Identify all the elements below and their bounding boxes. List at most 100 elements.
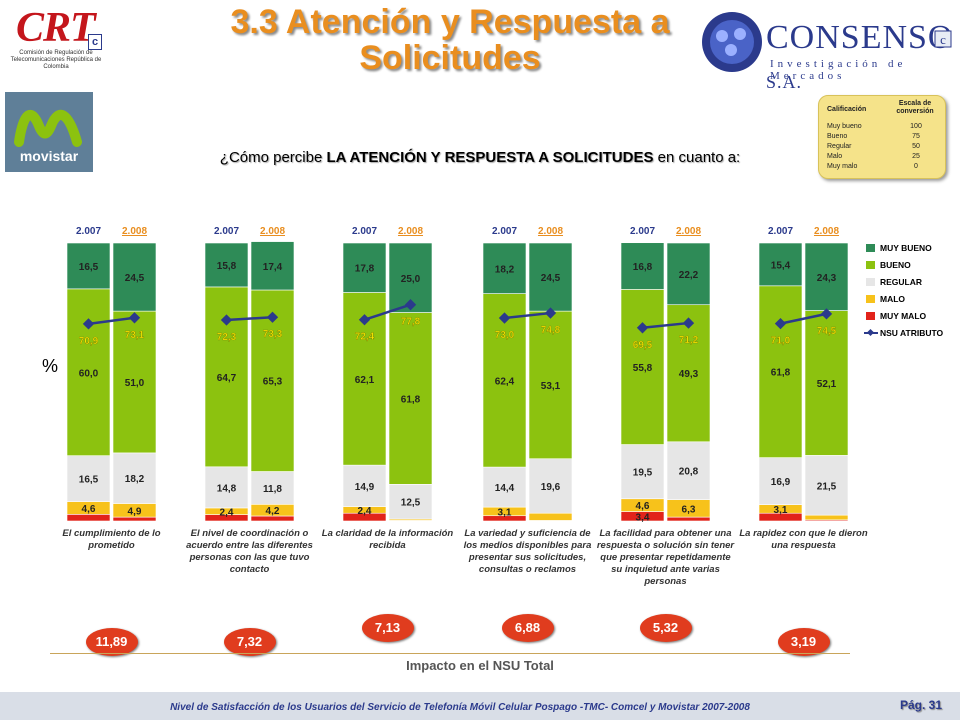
bar-segment-bueno <box>528 310 573 460</box>
data-label: 64,7 <box>217 373 237 384</box>
legend-swatch <box>866 278 875 286</box>
attribute-label: La rapidez con que le dieron una respues… <box>739 528 868 551</box>
nsu-line <box>780 312 827 325</box>
nsu-line <box>504 311 551 320</box>
bar-segment-muy-bueno <box>666 242 711 306</box>
crt-logo: CRT c Comisión de Regulación de Telecomu… <box>8 6 118 84</box>
scale-box: Calificación Escala de conversión Muy bu… <box>818 95 946 179</box>
bar-segment-muy-malo <box>666 516 711 522</box>
bar-segment-regular <box>112 452 157 504</box>
year-label: 2.007 <box>76 226 101 237</box>
attribute-label: La claridad de la información recibida <box>321 528 454 551</box>
nsu-marker <box>636 322 649 334</box>
data-label: 14,4 <box>495 483 515 494</box>
year-label: 2.007 <box>352 226 377 237</box>
data-label: 49,3 <box>679 369 699 380</box>
data-label: 21,5 <box>817 481 837 492</box>
bar-segment-bueno <box>66 288 111 456</box>
data-label: 20,8 <box>679 467 699 478</box>
consenso-name: CONSENSO S.A. <box>766 19 954 93</box>
data-label: 65,3 <box>263 377 283 388</box>
data-label: 16,9 <box>771 477 791 488</box>
bar-segment-bueno <box>112 310 157 454</box>
attribute-label: El nivel de coordinación o acuerdo entre… <box>186 528 313 575</box>
data-label: 12,5 <box>401 498 421 509</box>
data-label: 19,5 <box>633 468 653 479</box>
movistar-wordmark: movistar <box>19 148 79 164</box>
legend-item-nsu: NSU ATRIBUTO <box>864 327 958 344</box>
bar-segment-bueno <box>758 285 803 458</box>
movistar-m-icon <box>14 109 82 147</box>
year-label: 2.008 <box>260 226 285 237</box>
data-label: 11,8 <box>263 484 282 495</box>
footer-text: Nivel de Satisfacción de los Usuarios de… <box>170 702 750 713</box>
impact-badge: 11,89 <box>85 628 138 656</box>
nsu-line <box>88 316 135 326</box>
data-label: 17,8 <box>355 264 375 275</box>
bar-segment-bueno <box>620 289 665 445</box>
nsu-label: 73,1 <box>125 330 145 341</box>
data-label: 14,9 <box>355 482 375 493</box>
data-label: 62,4 <box>495 376 515 387</box>
legend-line-marker <box>864 332 878 334</box>
chart-legend: MUY BUENO BUENO REGULAR MALO MUY MALO NSU ATR… <box>864 242 958 344</box>
nsu-label: 72,4 <box>355 332 375 343</box>
bar-segment-malo <box>804 514 849 521</box>
scale-row: Muy bueno 100 <box>827 123 922 130</box>
legend-swatch <box>866 261 875 269</box>
consenso-logo: CONSENSO S.A. Investigación de Mercados … <box>700 8 956 92</box>
data-label: 2,4 <box>358 506 372 517</box>
legend-label: REGULAR <box>880 277 923 287</box>
crt-logo-mark: CRT <box>16 5 96 51</box>
scale-row: Malo 25 <box>827 153 920 160</box>
data-label: 2,4 <box>220 507 234 518</box>
year-label: 2.007 <box>214 226 239 237</box>
nsu-label: 71,0 <box>771 336 791 347</box>
attribute-label: El cumplimiento de lo prometido <box>62 528 161 551</box>
crt-logo-subtitle: Comisión de Regulación de Telecomunicaci… <box>10 50 102 70</box>
data-label: 60,0 <box>79 368 99 379</box>
scale-row: Muy malo 0 <box>827 163 918 170</box>
attribute-label: La variedad y suficiencia de los medios … <box>463 528 592 575</box>
year-label: 2.008 <box>814 226 839 237</box>
bar-segment-muy-bueno <box>758 242 803 287</box>
legend-label: MALO <box>880 294 906 304</box>
nsu-label: 74,5 <box>817 326 837 337</box>
data-label: 22,2 <box>679 270 699 281</box>
year-label: 2.008 <box>538 226 563 237</box>
data-label: 14,8 <box>217 483 237 494</box>
bar-segment-regular <box>204 466 249 509</box>
scale-header-escala: Escala de conversión <box>896 100 934 115</box>
nsu-label: 73,0 <box>495 330 515 341</box>
nsu-label: 74,8 <box>541 325 561 336</box>
nsu-marker <box>820 308 833 320</box>
nsu-label: 73,3 <box>263 329 283 340</box>
bar-segment-regular <box>66 455 111 502</box>
nsu-label: 70,9 <box>79 336 99 347</box>
legend-label: MUY BUENO <box>880 243 932 253</box>
consenso-globe-icon <box>702 12 762 72</box>
nsu-line <box>226 315 273 322</box>
bar-segment-bueno <box>804 310 849 456</box>
bar-segment-regular <box>804 455 849 516</box>
footer-band <box>0 692 960 720</box>
bar-segment-muy-bueno <box>204 242 249 288</box>
nsu-label: 72,3 <box>217 332 237 343</box>
nsu-label: 69,5 <box>633 340 653 351</box>
data-label: 4,2 <box>266 506 280 517</box>
scale-row: Regular 50 <box>827 143 920 150</box>
impact-badge: 6,88 <box>501 614 554 642</box>
year-label: 2.007 <box>492 226 517 237</box>
impact-badge: 7,13 <box>361 614 414 642</box>
consenso-c-icon: c <box>934 30 952 48</box>
scale-row: Bueno 75 <box>827 133 920 140</box>
impact-title: Impacto en el NSU Total <box>406 658 554 673</box>
bar-segment-muy-bueno <box>620 242 665 290</box>
nsu-label: 71,2 <box>679 335 699 346</box>
data-label: 24,3 <box>817 273 837 284</box>
data-label: 4,9 <box>128 506 142 517</box>
bar-segment-regular <box>342 464 387 507</box>
scale-header-calificacion: Calificación <box>827 106 867 113</box>
data-label: 55,8 <box>633 363 653 374</box>
data-label: 6,3 <box>682 504 696 515</box>
